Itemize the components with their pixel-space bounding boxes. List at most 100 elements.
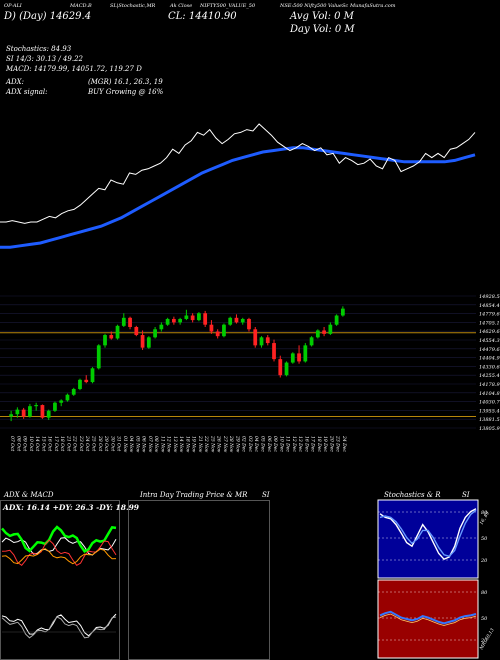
stoch-si-label: SI bbox=[462, 491, 470, 499]
minus-di-line bbox=[1, 539, 117, 566]
candle-body bbox=[322, 330, 326, 334]
stoch-level-label: 20 bbox=[480, 558, 488, 564]
date-label: 15 Oct bbox=[40, 436, 46, 451]
candle-body bbox=[228, 317, 233, 325]
date-label: 16 Oct bbox=[47, 436, 53, 451]
candle-body bbox=[290, 353, 295, 363]
date-label: 14 Oct bbox=[34, 436, 40, 451]
candle-body bbox=[71, 388, 76, 395]
date-label: 29 Oct bbox=[103, 435, 109, 451]
price-axis-label: 14854.4 bbox=[479, 303, 500, 309]
date-label: 24 Oct bbox=[84, 435, 90, 451]
candle-body bbox=[121, 317, 126, 326]
date-label: 12 Dec bbox=[291, 436, 297, 452]
date-label: 05 Nov bbox=[134, 436, 140, 453]
date-label: 11 Dec bbox=[285, 436, 291, 452]
avg-vol: Avg Vol: 0 M bbox=[290, 11, 354, 22]
adx-readout: ADX: 16.14 +DY: 26.3 -DY: 18.99 bbox=[3, 503, 139, 512]
stoch-k-line bbox=[379, 508, 477, 561]
date-label: 23 Dec bbox=[335, 435, 341, 452]
candle-body bbox=[203, 313, 208, 325]
price-axis-label: 14178.9 bbox=[479, 382, 500, 388]
candle-body bbox=[28, 406, 32, 417]
candle-body bbox=[328, 324, 333, 334]
adx-signal-value: BUY Growing @ 16% bbox=[88, 88, 164, 96]
date-label: 04 Nov bbox=[128, 436, 134, 453]
candle-body bbox=[34, 405, 39, 407]
date-label: 19 Dec bbox=[322, 436, 328, 452]
date-label: 31 Oct bbox=[116, 436, 122, 451]
candle-body bbox=[21, 409, 26, 417]
date-label: 28 Nov bbox=[228, 435, 234, 453]
sl-header: SL|Stochastic,MR bbox=[110, 3, 156, 9]
date-label: 17 Oct bbox=[53, 436, 59, 451]
price-axis-label: 14554.3 bbox=[479, 338, 500, 344]
price-axis-label: 14779.6 bbox=[479, 312, 500, 318]
date-label: 08 Oct bbox=[15, 436, 21, 451]
date-label: 09 Oct bbox=[22, 436, 28, 451]
price-axis-label: 13955.4 bbox=[479, 408, 500, 414]
candle-body bbox=[272, 343, 276, 360]
ema-line bbox=[0, 146, 476, 249]
stoch-level-label: 50 bbox=[481, 536, 488, 542]
date-label: 17 Dec bbox=[310, 436, 316, 452]
intraday-panel-title: Intra Day Trading Price & MR bbox=[140, 491, 248, 499]
candle-body bbox=[78, 379, 82, 389]
price-axis-label: 14928.50 bbox=[479, 294, 500, 300]
date-label: 07 Oct bbox=[9, 436, 15, 451]
price-axis-label: 14104.8 bbox=[479, 391, 500, 397]
date-label: 26 Nov bbox=[216, 435, 222, 453]
price-axis-label: 14705.1 bbox=[479, 320, 500, 326]
rsi-level-label: 80 bbox=[481, 590, 488, 596]
stoch-d-line bbox=[379, 509, 477, 558]
candle-body bbox=[197, 313, 201, 321]
candle-body bbox=[15, 409, 20, 415]
macd-stat: MACD: 14179.99, 14051.72, 119.27 D bbox=[6, 65, 142, 73]
stoch-panel-bg bbox=[378, 500, 478, 578]
date-label: 09 Dec bbox=[272, 436, 278, 452]
candle-body bbox=[259, 337, 264, 346]
stoch-level-label: 80 bbox=[481, 510, 488, 516]
date-label: 03 Dec bbox=[247, 436, 253, 452]
date-label: 13 Dec bbox=[297, 436, 303, 452]
candle-body bbox=[84, 379, 89, 383]
candle-body bbox=[303, 345, 308, 362]
date-label: 12 Nov bbox=[166, 436, 172, 453]
close-line: CL: 14410.90 bbox=[168, 11, 237, 22]
site-name: MunafaSutra.com bbox=[350, 3, 396, 9]
candle-body bbox=[297, 353, 301, 362]
date-label: 10 Dec bbox=[278, 436, 284, 452]
candle-body bbox=[253, 329, 258, 346]
index-label: NIFTY500_VALUE_50 bbox=[200, 3, 256, 9]
main-chart: 14928.50 14854.4 14779.6 14705.1 14629.6 1455… bbox=[0, 123, 500, 453]
candle-body bbox=[96, 345, 101, 369]
adx-stat-values: (MGR) 16.1, 26.3, 19 bbox=[88, 78, 163, 86]
date-label: 04 Dec bbox=[253, 436, 259, 452]
candle-body bbox=[109, 335, 114, 339]
candle-body bbox=[40, 405, 45, 418]
adx-stat-label: ADX: bbox=[6, 78, 25, 86]
candle-body bbox=[209, 324, 214, 332]
rsi-level-label: 50 bbox=[481, 616, 488, 622]
price-line bbox=[0, 123, 476, 224]
candle-body bbox=[134, 326, 139, 336]
symbol-line: NSE:500 Nifty500 ValueSc bbox=[280, 3, 349, 9]
candle-body bbox=[153, 329, 157, 338]
adx-slow-line bbox=[1, 548, 117, 565]
date-label: 22 Nov bbox=[203, 435, 209, 453]
date-label: 20 Dec bbox=[328, 435, 334, 452]
candle-body bbox=[9, 414, 14, 417]
date-label: 21 Nov bbox=[197, 435, 203, 453]
candle-body bbox=[184, 315, 189, 319]
candle-body bbox=[234, 317, 239, 323]
candle-body bbox=[53, 402, 57, 411]
date-label: 14 Nov bbox=[178, 436, 184, 453]
candle-body bbox=[278, 359, 283, 376]
date-label: 21 Oct bbox=[65, 435, 71, 451]
adx-panel-title: ADX & MACD bbox=[4, 491, 54, 499]
candle-body bbox=[115, 325, 120, 339]
candle-body bbox=[222, 324, 226, 337]
candle-body bbox=[284, 362, 289, 376]
intraday-si-label: SI bbox=[262, 491, 270, 499]
